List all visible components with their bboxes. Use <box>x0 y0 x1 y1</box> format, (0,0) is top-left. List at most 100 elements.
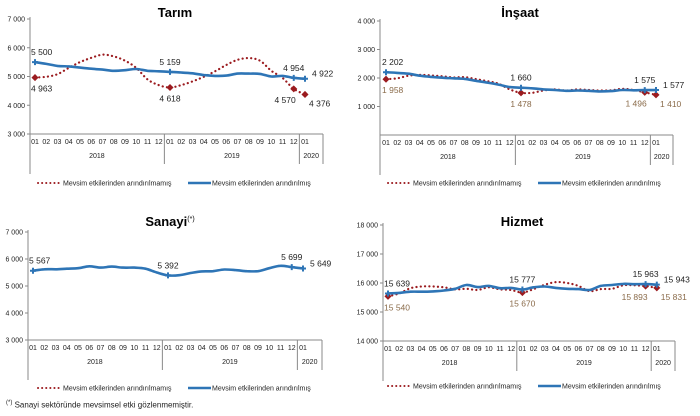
data-label: 4 570 <box>274 95 296 105</box>
year-label: 2020 <box>303 153 319 160</box>
data-point-adjusted <box>30 267 36 274</box>
legend-label-adjusted: Mevsim etkilerinden arındırılmış <box>212 386 311 393</box>
data-label: 15 831 <box>661 292 687 302</box>
data-point-adjusted <box>653 281 660 288</box>
x-tick-label: 01 <box>299 345 307 352</box>
x-tick-label: 01 <box>653 346 661 353</box>
x-tick-label: 09 <box>472 140 480 147</box>
x-tick-label: 09 <box>474 346 482 353</box>
x-tick-label: 02 <box>528 140 536 147</box>
x-tick-label: 02 <box>42 139 50 146</box>
y-tick-label: 7 000 <box>7 17 25 24</box>
chart-panel-hizmet: Hizmet 14 000 15 000 16 000 17 000 18 000 01 02… <box>350 210 700 416</box>
x-tick-label: 07 <box>451 346 459 353</box>
data-label: 1 496 <box>625 98 647 108</box>
data-label: 15 893 <box>622 292 648 302</box>
year-label: 2019 <box>224 153 240 160</box>
x-tick-label: 01 <box>301 139 309 146</box>
legend-label-unadjusted: Mevsim etkilerinden arındırılmamış <box>63 181 172 188</box>
data-label: 15 963 <box>633 269 659 279</box>
x-tick-label: 06 <box>438 140 446 147</box>
data-label: 4 376 <box>309 98 331 108</box>
data-label: 1 577 <box>663 80 685 90</box>
x-tick-label: 09 <box>256 139 264 146</box>
data-label: 5 699 <box>281 252 303 262</box>
x-tick-label: 08 <box>245 139 253 146</box>
title-superscript: (*) <box>187 216 194 223</box>
x-tick-label: 11 <box>495 140 502 147</box>
legend-label-unadjusted: Mevsim etkilerinden arındırılmamış <box>63 386 172 393</box>
x-tick-label: 01 <box>166 139 174 146</box>
x-tick-label: 12 <box>507 346 515 353</box>
data-point-adjusted <box>641 87 648 94</box>
legend-label-adjusted: Mevsim etkilerinden arındırılmış <box>562 384 661 391</box>
x-tick-label: 11 <box>630 140 637 147</box>
y-tick-label: 17 000 <box>357 252 379 259</box>
data-label: 1 478 <box>510 99 532 109</box>
data-label: 1 575 <box>634 75 656 85</box>
x-tick-label: 07 <box>234 139 242 146</box>
footnote-marker: (*) <box>6 400 13 406</box>
data-label: 1 410 <box>660 99 682 109</box>
chart-title: Sanayi(*) <box>145 214 194 229</box>
x-tick-label: 05 <box>211 139 219 146</box>
y-tick-label: 1 000 <box>357 104 375 111</box>
data-point-unadjusted <box>652 91 660 99</box>
data-label: 15 639 <box>384 278 410 288</box>
x-tick-label: 03 <box>54 139 62 146</box>
year-label: 2018 <box>440 154 456 161</box>
data-point-adjusted <box>519 286 526 293</box>
x-tick-label: 04 <box>418 346 426 353</box>
chart-panel-tarim: Tarım 3 000 4 000 5 000 6 000 7 000 01 02 03 04 05… <box>0 0 350 205</box>
x-tick-label: 12 <box>290 139 298 146</box>
year-label: 2018 <box>87 359 103 366</box>
data-label: 1 660 <box>510 73 532 83</box>
data-point-unadjusted <box>301 90 309 98</box>
y-tick-label: 6 000 <box>5 257 23 264</box>
x-tick-label: 06 <box>440 346 448 353</box>
year-label: 2020 <box>655 360 671 367</box>
data-point-unadjusted <box>290 85 298 93</box>
year-label: 2019 <box>575 154 591 161</box>
chart-title: İnşaat <box>501 5 539 20</box>
footnote-text: Sanayi sektöründe mevsimsel etki gözlenm… <box>14 400 194 410</box>
data-label: 15 670 <box>509 299 535 309</box>
x-tick-label: 09 <box>119 345 127 352</box>
x-tick-label: 03 <box>187 345 195 352</box>
data-point-adjusted <box>642 281 649 288</box>
x-tick-label: 06 <box>575 346 583 353</box>
data-label: 15 777 <box>509 274 535 284</box>
x-tick-label: 11 <box>142 345 149 352</box>
x-tick-label: 08 <box>597 346 605 353</box>
x-tick-label: 06 <box>220 345 228 352</box>
x-tick-label: 04 <box>65 139 73 146</box>
x-tick-label: 10 <box>483 140 491 147</box>
x-tick-label: 08 <box>243 345 251 352</box>
x-tick-label: 06 <box>573 140 581 147</box>
x-tick-label: 01 <box>652 140 660 147</box>
y-tick-label: 3 000 <box>7 132 25 139</box>
data-point-adjusted <box>385 290 391 297</box>
x-tick-label: 05 <box>563 346 571 353</box>
data-label: 15 943 <box>664 275 690 285</box>
x-tick-label: 07 <box>97 345 105 352</box>
x-tick-label: 02 <box>40 345 48 352</box>
x-tick-label: 07 <box>232 345 240 352</box>
data-label: 5 392 <box>157 260 179 270</box>
data-point-adjusted <box>167 68 173 75</box>
x-tick-label: 06 <box>222 139 230 146</box>
year-label: 2019 <box>576 360 592 367</box>
x-tick-label: 07 <box>585 140 593 147</box>
data-point-unadjusted <box>382 75 390 83</box>
x-tick-label: 07 <box>586 346 594 353</box>
x-tick-label: 01 <box>517 140 525 147</box>
legend-label-adjusted: Mevsim etkilerinden arındırılmış <box>562 181 661 188</box>
data-label: 5 649 <box>310 258 332 268</box>
x-tick-label: 12 <box>288 345 296 352</box>
footnote: (*) Sanayi sektöründe mevsimsel etki göz… <box>6 400 193 410</box>
legend-label-adjusted: Mevsim etkilerinden arındırılmış <box>212 181 311 188</box>
y-tick-label: 4 000 <box>357 19 375 26</box>
